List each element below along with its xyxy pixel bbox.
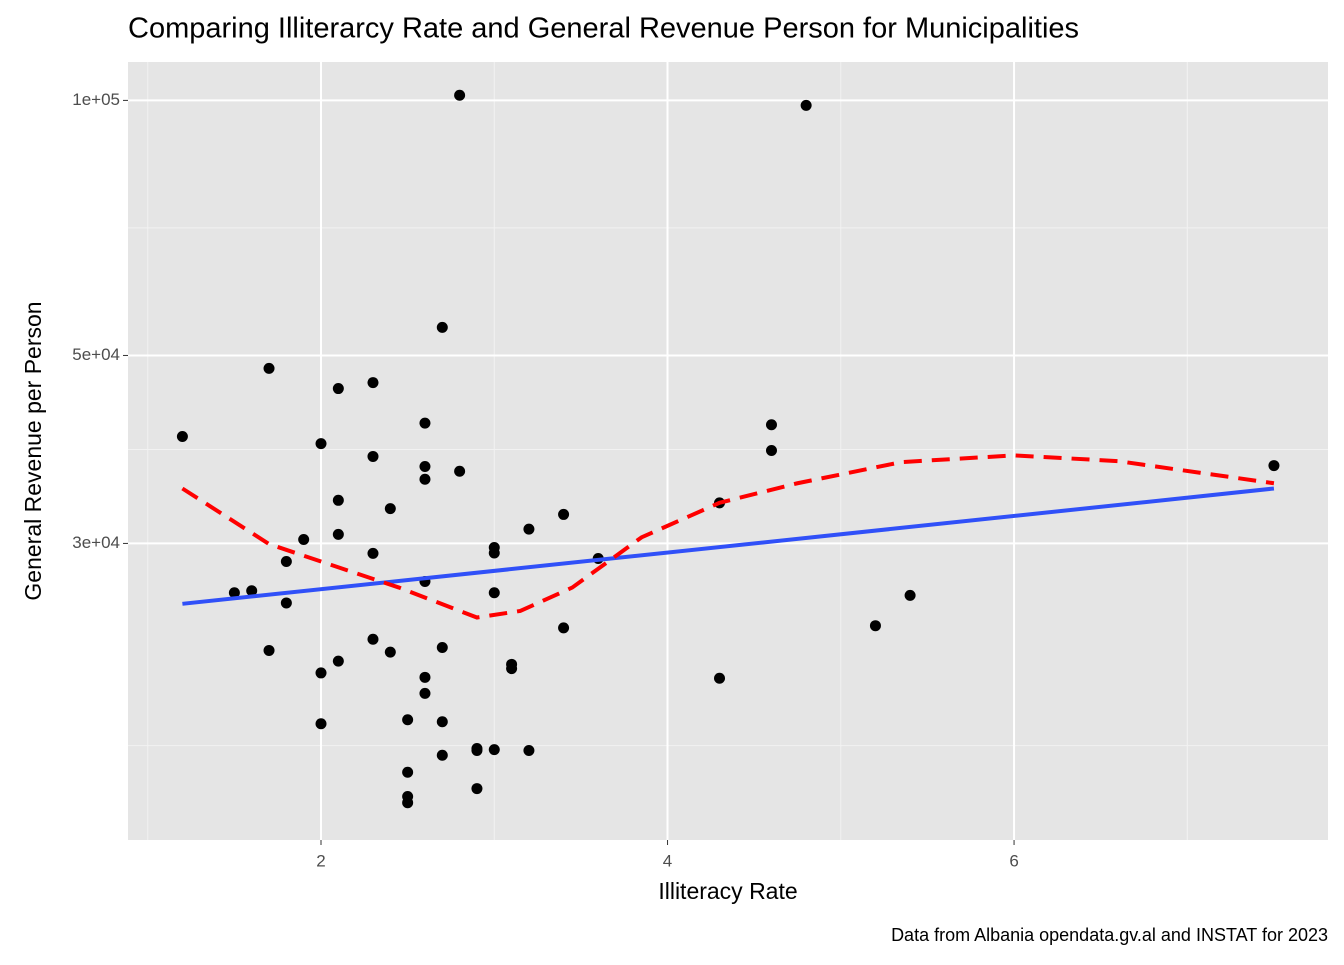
point [332,494,344,506]
point [506,663,518,675]
point [384,503,396,515]
point [471,744,483,756]
point [228,587,240,599]
point [332,383,344,395]
point [280,597,292,609]
point [436,641,448,653]
point [419,687,431,699]
point [488,587,500,599]
point [558,508,570,520]
x-tick-label: 6 [1009,851,1018,870]
point [315,438,327,450]
point [523,744,535,756]
smooth-curve [181,453,1275,620]
point [402,766,414,778]
x-axis-title: Illiteracy Rate [658,878,797,904]
point [436,321,448,333]
y-tick-label: 3e+04 [72,533,120,552]
point [246,585,258,597]
point [402,797,414,809]
point [436,716,448,728]
point [419,460,431,472]
point [419,417,431,429]
point [332,655,344,667]
point [419,671,431,683]
point [263,362,275,374]
point [315,718,327,730]
point [558,622,570,634]
point [436,749,448,761]
y-tick-label: 5e+04 [72,345,120,364]
point [332,528,344,540]
point [471,783,483,795]
point [402,714,414,726]
point [488,744,500,756]
point [714,672,726,684]
y-tick-label: 1e+05 [72,90,120,109]
point [904,589,916,601]
point [298,534,310,546]
point [315,667,327,679]
point [523,523,535,535]
point [280,556,292,568]
point [419,473,431,485]
caption: Data from Albania opendata.gv.al and INS… [891,925,1328,945]
point [765,419,777,431]
point [367,633,379,645]
x-tick-label: 2 [316,851,325,870]
point [176,430,188,442]
x-tick-label: 4 [663,851,672,870]
point [800,99,812,111]
point [263,644,275,656]
chart-title: Comparing Illiterarcy Rate and General R… [128,13,1079,45]
point [488,547,500,559]
point [454,89,466,101]
plot-panel [128,62,1328,840]
point [367,450,379,462]
point [1268,460,1280,472]
fit-line [182,486,1275,606]
point [869,620,881,632]
point [384,646,396,658]
point [454,465,466,477]
point [765,444,777,456]
point [367,377,379,389]
point [367,547,379,559]
y-axis-title: General Revenue per Person [20,301,46,600]
